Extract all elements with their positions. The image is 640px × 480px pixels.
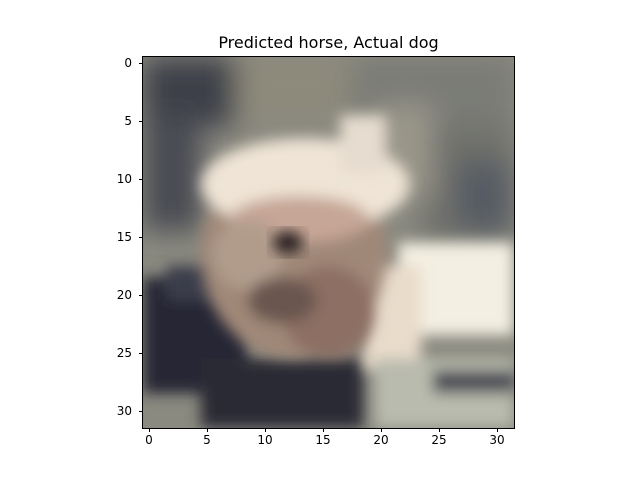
x-tick-label: 5 [203, 433, 211, 447]
image-panel [142, 56, 515, 429]
y-tick-label: 0 [124, 56, 132, 70]
x-tick-label: 25 [431, 433, 447, 447]
x-tickmark [207, 428, 208, 432]
y-tickmark [139, 353, 143, 354]
x-tickmark [497, 428, 498, 432]
x-tick-label: 15 [315, 433, 331, 447]
x-tick-label: 10 [257, 433, 273, 447]
x-tickmark [265, 428, 266, 432]
y-tick-label: 30 [116, 404, 132, 418]
dog-head [200, 114, 410, 359]
y-tickmark [139, 63, 143, 64]
y-tick-label: 20 [116, 288, 132, 302]
y-tick-label: 10 [116, 172, 132, 186]
plot-title: Predicted horse, Actual dog [218, 33, 439, 52]
y-tick-label: 5 [124, 114, 132, 128]
dog-nose [272, 230, 303, 255]
x-tick-label: 20 [373, 433, 389, 447]
y-tickmark [139, 179, 143, 180]
x-tick-label: 0 [145, 433, 153, 447]
pixel-image [143, 57, 514, 428]
x-tickmark [381, 428, 382, 432]
y-tickmark [139, 121, 143, 122]
y-tick-label: 25 [116, 346, 132, 360]
y-tickmark [139, 295, 143, 296]
x-tickmark [149, 428, 150, 432]
x-tickmark [439, 428, 440, 432]
y-tick-label: 15 [116, 230, 132, 244]
light-floor [363, 242, 514, 428]
x-tick-label: 30 [489, 433, 505, 447]
x-tickmark [323, 428, 324, 432]
y-tickmark [139, 411, 143, 412]
y-tickmark [139, 237, 143, 238]
